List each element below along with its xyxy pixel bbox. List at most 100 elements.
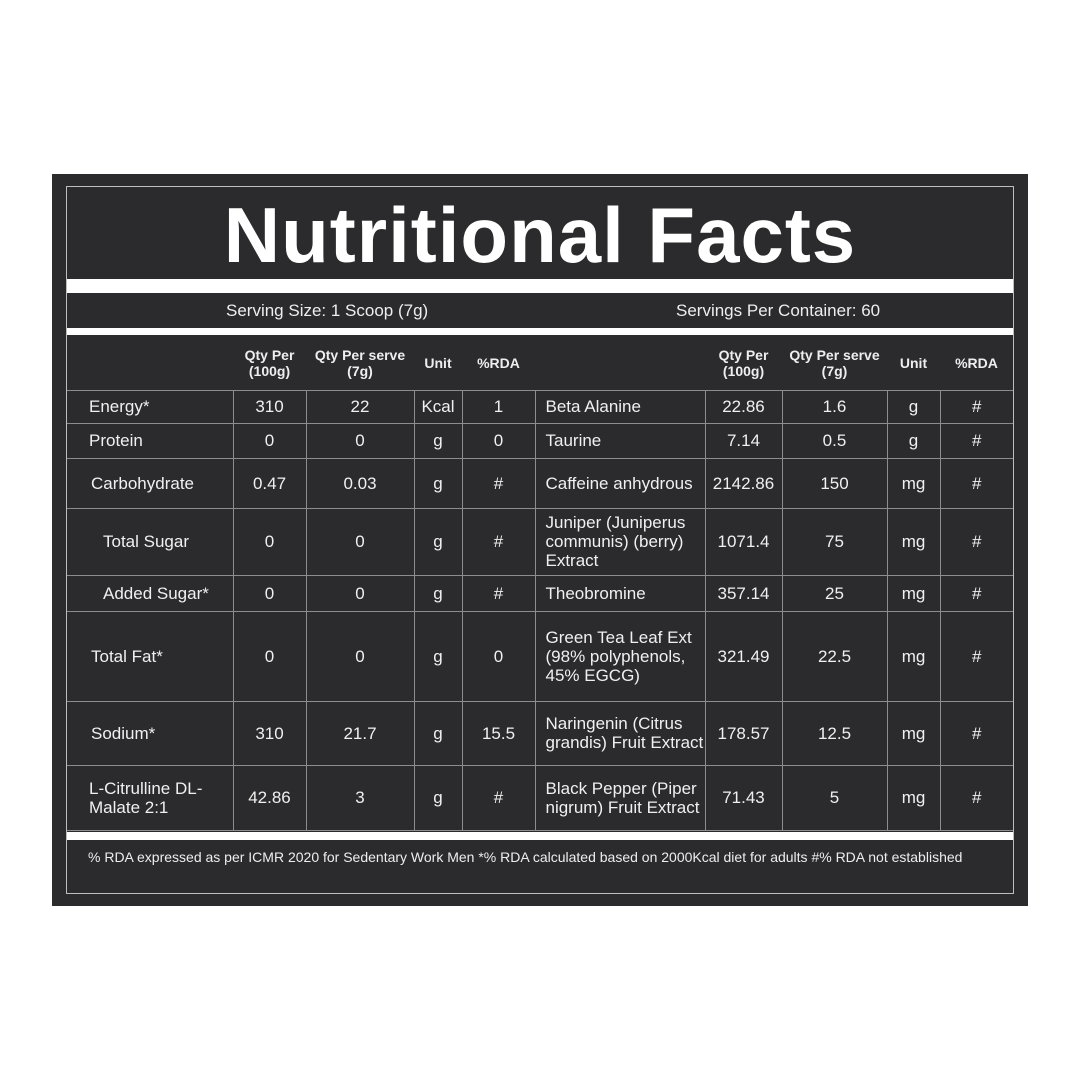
left-qty-serve-cell: 0 bbox=[305, 610, 415, 702]
right-unit-cell: mg bbox=[886, 700, 941, 766]
table-row: Energy* 310 22 Kcal 1 Beta Alanine 22.86 1.6 g # bbox=[67, 389, 1013, 424]
left-rda-cell: # bbox=[461, 574, 536, 612]
divider-bar bbox=[67, 832, 1013, 840]
header-rda: %RDA bbox=[955, 354, 998, 371]
right-name-cell: Naringenin (Citrus grandis) Fruit Extrac… bbox=[534, 700, 706, 766]
right-rda-cell: # bbox=[939, 457, 1013, 509]
table-row: Total Sugar 0 0 g # Juniper (Juniperus commun… bbox=[67, 507, 1013, 576]
left-rda-cell: 0 bbox=[461, 422, 536, 459]
right-name-cell: Caffeine anhydrous bbox=[534, 457, 706, 509]
divider-bar bbox=[67, 279, 1013, 293]
right-unit-cell: mg bbox=[886, 457, 941, 509]
left-qty-serve-cell: 21.7 bbox=[305, 700, 415, 766]
left-qty-serve-cell: 0 bbox=[305, 574, 415, 612]
right-unit-cell: mg bbox=[886, 507, 941, 576]
right-unit-cell: mg bbox=[886, 574, 941, 612]
right-qty-100g-cell: 321.49 bbox=[704, 610, 783, 702]
label-inner-border bbox=[66, 186, 1014, 894]
table-row: Protein 0 0 g 0 Taurine 7.14 0.5 g # bbox=[67, 422, 1013, 459]
right-rda-cell: # bbox=[939, 422, 1013, 459]
left-qty-serve-cell: 3 bbox=[305, 764, 415, 831]
left-unit-cell: g bbox=[413, 507, 463, 576]
header-qty-100g: Qty Per (100g) bbox=[244, 346, 295, 379]
right-rda-cell: # bbox=[939, 507, 1013, 576]
header-unit: Unit bbox=[899, 354, 928, 371]
left-name-cell: Carbohydrate bbox=[67, 457, 234, 509]
right-name-cell: Green Tea Leaf Ext (98% polyphenols, 45%… bbox=[534, 610, 706, 702]
serving-size: Serving Size: 1 Scoop (7g) bbox=[226, 301, 429, 320]
left-rda-cell: 1 bbox=[461, 389, 536, 424]
right-qty-serve-cell: 0.5 bbox=[781, 422, 888, 459]
left-name-cell: Added Sugar* bbox=[67, 574, 234, 612]
left-qty-serve-cell: 0 bbox=[305, 507, 415, 576]
right-rda-cell: # bbox=[939, 700, 1013, 766]
left-rda-cell: # bbox=[461, 507, 536, 576]
right-name-cell: Black Pepper (Piper nigrum) Fruit Extrac… bbox=[534, 764, 706, 831]
right-unit-cell: g bbox=[886, 389, 941, 424]
right-rda-cell: # bbox=[939, 389, 1013, 424]
left-qty-serve-cell: 0.03 bbox=[305, 457, 415, 509]
left-qty-serve-cell: 0 bbox=[305, 422, 415, 459]
left-unit-cell: g bbox=[413, 764, 463, 831]
left-unit-cell: Kcal bbox=[413, 389, 463, 424]
table-header-row: Qty Per (100g) Qty Per serve (7g) Unit %… bbox=[67, 336, 1013, 390]
table-row: Carbohydrate 0.47 0.03 g # Caffeine anhydrous… bbox=[67, 457, 1013, 509]
left-unit-cell: g bbox=[413, 422, 463, 459]
table-row: L-Citrulline DL-Malate 2:1 42.86 3 g # Black … bbox=[67, 764, 1013, 831]
right-rda-cell: # bbox=[939, 574, 1013, 612]
label-title: Nutritional Facts bbox=[223, 191, 857, 279]
right-qty-100g-cell: 178.57 bbox=[704, 700, 783, 766]
header-qty-serve: Qty Per serve (7g) bbox=[314, 346, 406, 379]
right-name-cell: Beta Alanine bbox=[534, 389, 706, 424]
header-blank bbox=[535, 336, 705, 390]
left-unit-cell: g bbox=[413, 574, 463, 612]
left-qty-100g-cell: 0.47 bbox=[232, 457, 307, 509]
table-row: Added Sugar* 0 0 g # Theobromine 357.14 25 mg # bbox=[67, 574, 1013, 612]
left-name-cell: L-Citrulline DL-Malate 2:1 bbox=[67, 764, 234, 831]
left-qty-100g-cell: 0 bbox=[232, 610, 307, 702]
right-name-cell: Taurine bbox=[534, 422, 706, 459]
left-unit-cell: g bbox=[413, 457, 463, 509]
right-unit-cell: mg bbox=[886, 610, 941, 702]
right-unit-cell: mg bbox=[886, 764, 941, 831]
footnote: % RDA expressed as per ICMR 2020 for Sed… bbox=[88, 849, 963, 865]
right-rda-cell: # bbox=[939, 610, 1013, 702]
left-name-cell: Total Sugar bbox=[67, 507, 234, 576]
right-qty-100g-cell: 357.14 bbox=[704, 574, 783, 612]
right-name-cell: Theobromine bbox=[534, 574, 706, 612]
right-qty-100g-cell: 2142.86 bbox=[704, 457, 783, 509]
left-qty-100g-cell: 0 bbox=[232, 574, 307, 612]
left-qty-100g-cell: 310 bbox=[232, 700, 307, 766]
left-qty-100g-cell: 42.86 bbox=[232, 764, 307, 831]
right-qty-100g-cell: 1071.4 bbox=[704, 507, 783, 576]
header-blank bbox=[67, 336, 233, 390]
left-name-cell: Sodium* bbox=[67, 700, 234, 766]
header-rda: %RDA bbox=[477, 354, 520, 371]
right-unit-cell: g bbox=[886, 422, 941, 459]
left-name-cell: Energy* bbox=[67, 389, 234, 424]
header-qty-serve: Qty Per serve (7g) bbox=[789, 346, 880, 379]
nutrition-table: Qty Per (100g) Qty Per serve (7g) Unit %… bbox=[67, 336, 1013, 831]
left-rda-cell: 0 bbox=[461, 610, 536, 702]
right-qty-serve-cell: 5 bbox=[781, 764, 888, 831]
left-qty-100g-cell: 310 bbox=[232, 389, 307, 424]
right-name-cell: Juniper (Juniperus communis) (berry) Ext… bbox=[534, 507, 706, 576]
table-row: Sodium* 310 21.7 g 15.5 Naringenin (Citrus gr… bbox=[67, 700, 1013, 766]
table-row: Total Fat* 0 0 g 0 Green Tea Leaf Ext (98% po… bbox=[67, 610, 1013, 702]
right-qty-100g-cell: 7.14 bbox=[704, 422, 783, 459]
header-unit: Unit bbox=[424, 354, 452, 371]
right-qty-serve-cell: 1.6 bbox=[781, 389, 888, 424]
left-qty-serve-cell: 22 bbox=[305, 389, 415, 424]
right-rda-cell: # bbox=[939, 764, 1013, 831]
left-unit-cell: g bbox=[413, 610, 463, 702]
header-qty-100g: Qty Per (100g) bbox=[718, 346, 769, 379]
right-qty-100g-cell: 71.43 bbox=[704, 764, 783, 831]
left-unit-cell: g bbox=[413, 700, 463, 766]
left-rda-cell: 15.5 bbox=[461, 700, 536, 766]
left-rda-cell: # bbox=[461, 764, 536, 831]
left-qty-100g-cell: 0 bbox=[232, 507, 307, 576]
right-qty-100g-cell: 22.86 bbox=[704, 389, 783, 424]
left-name-cell: Total Fat* bbox=[67, 610, 234, 702]
right-qty-serve-cell: 75 bbox=[781, 507, 888, 576]
left-rda-cell: # bbox=[461, 457, 536, 509]
